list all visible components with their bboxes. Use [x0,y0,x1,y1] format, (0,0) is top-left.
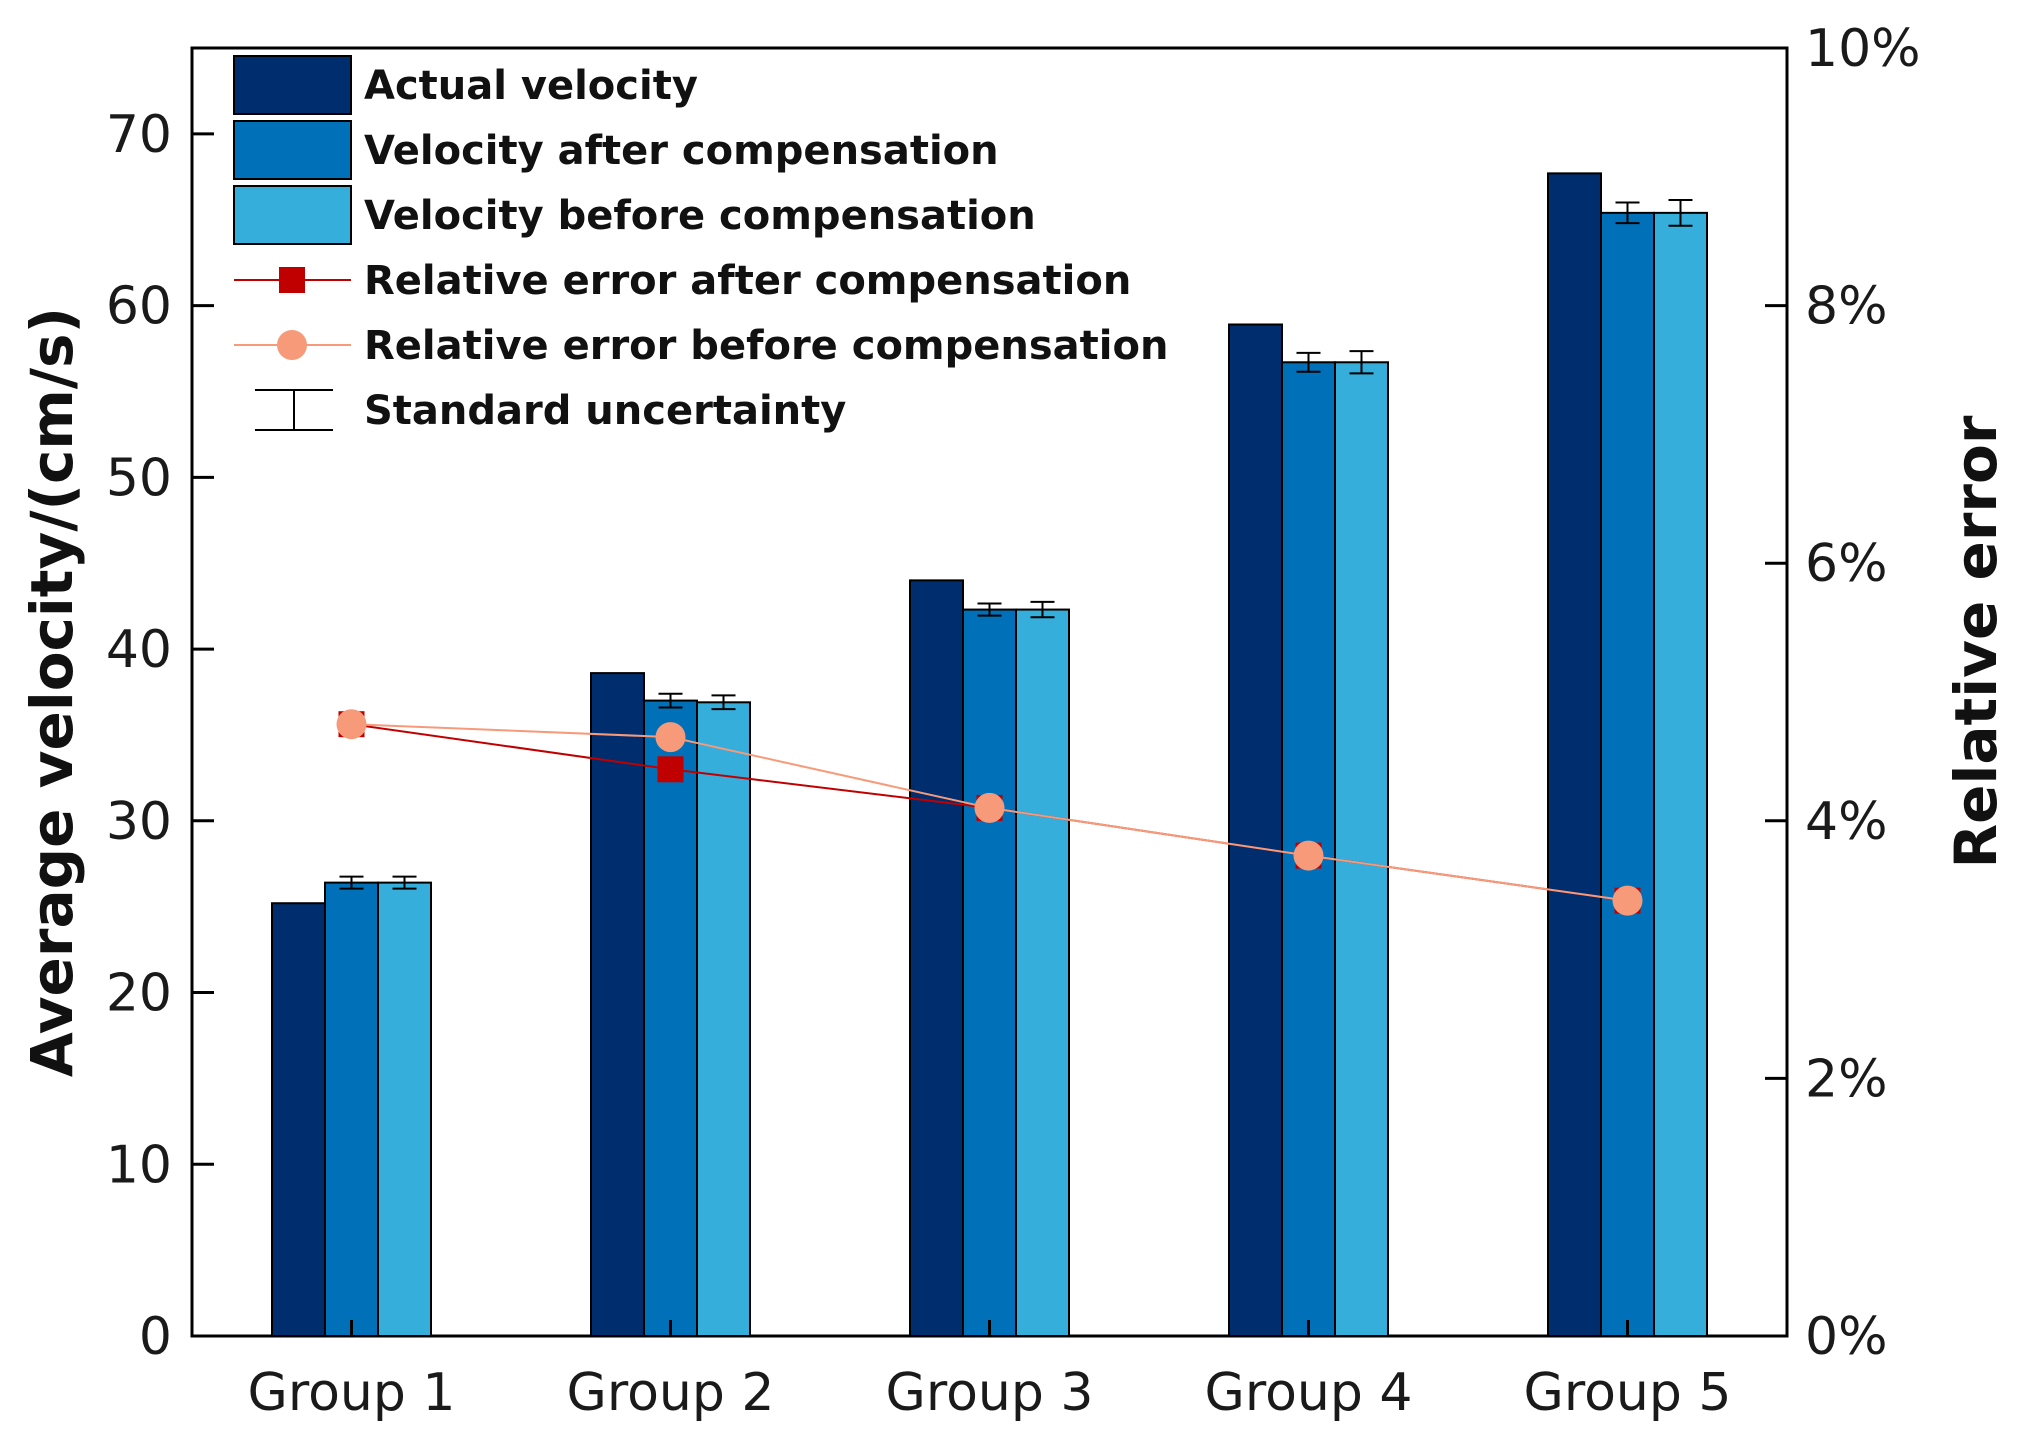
bar-3-group-2 [696,701,751,1337]
y2-tick-label: 10% [1805,19,1921,79]
y2-axis-title: Relative error [1942,415,2010,868]
bar-series-group [271,172,1708,1338]
legend-label-error: Standard uncertainty [364,388,846,434]
legend-swatch-3 [233,185,352,245]
legend: Actual velocity Velocity after compensati… [233,55,1168,434]
y2-tick-label: 4% [1805,792,1888,852]
legend-swatch-1 [233,55,352,115]
y-tick-label: 30 [106,792,172,852]
error-bar-group [339,198,1693,890]
y-tick-label: 10 [106,1135,172,1195]
y2-tick-label: 8% [1805,277,1888,337]
y2-tick-label: 0% [1805,1307,1888,1367]
line-point-2-1 [336,709,367,740]
bar-1-group-1 [271,902,326,1337]
bar-3-group-5 [1653,211,1708,1337]
y-tick-label: 50 [106,448,172,508]
x-tick-label: Group 4 [1205,1363,1413,1423]
bar-1-group-2 [590,672,645,1337]
line-point-2-5 [1612,885,1643,916]
bar-1-group-3 [909,579,964,1337]
x-tick-label: Group 3 [886,1363,1094,1423]
bar-2-group-5 [1600,211,1655,1337]
bar-2-group-2 [643,699,698,1337]
y-tick-label: 40 [106,620,172,680]
y-tick-label: 0 [139,1307,172,1367]
legend-marker-circle [277,330,307,360]
bar-3-group-4 [1334,361,1389,1338]
line-point-2-3 [974,792,1005,823]
x-tick-label: Group 5 [1524,1363,1732,1423]
legend-swatch-2 [233,120,352,180]
y-tick-label: 60 [106,277,172,337]
legend-label-1: Actual velocity [364,63,698,109]
bar-2-group-3 [962,608,1017,1337]
bar-3-group-3 [1015,608,1070,1337]
line-point-2-4 [1293,840,1324,871]
y2-tick-label: 2% [1805,1049,1888,1109]
y2-tick-label: 6% [1805,534,1888,594]
line-series-group [336,709,1643,916]
x-tick-label: Group 1 [248,1363,456,1423]
legend-label-3: Velocity before compensation [364,193,1036,239]
line-point-2-2 [655,722,686,753]
x-tick-label: Group 2 [567,1363,775,1423]
bar-1-group-5 [1547,172,1602,1337]
axes-group: 0 10 20 30 40 50 60 70 0% 2% 4% 6% 8% 10% Group 1 Group… [18,19,2010,1423]
bar-2-group-1 [324,881,379,1338]
legend-label-line-2: Relative error before compensation [364,323,1168,369]
y-axis-title: Average velocity/(cm/s) [18,307,86,1077]
line-point-1-2 [657,756,684,783]
legend-marker-square [279,267,305,293]
bar-3-group-1 [377,881,432,1338]
bar-1-group-4 [1228,323,1283,1337]
legend-label-2: Velocity after compensation [364,128,999,174]
y-tick-label: 20 [106,964,172,1024]
legend-label-line-1: Relative error after compensation [364,258,1131,304]
y-tick-label: 70 [106,105,172,165]
